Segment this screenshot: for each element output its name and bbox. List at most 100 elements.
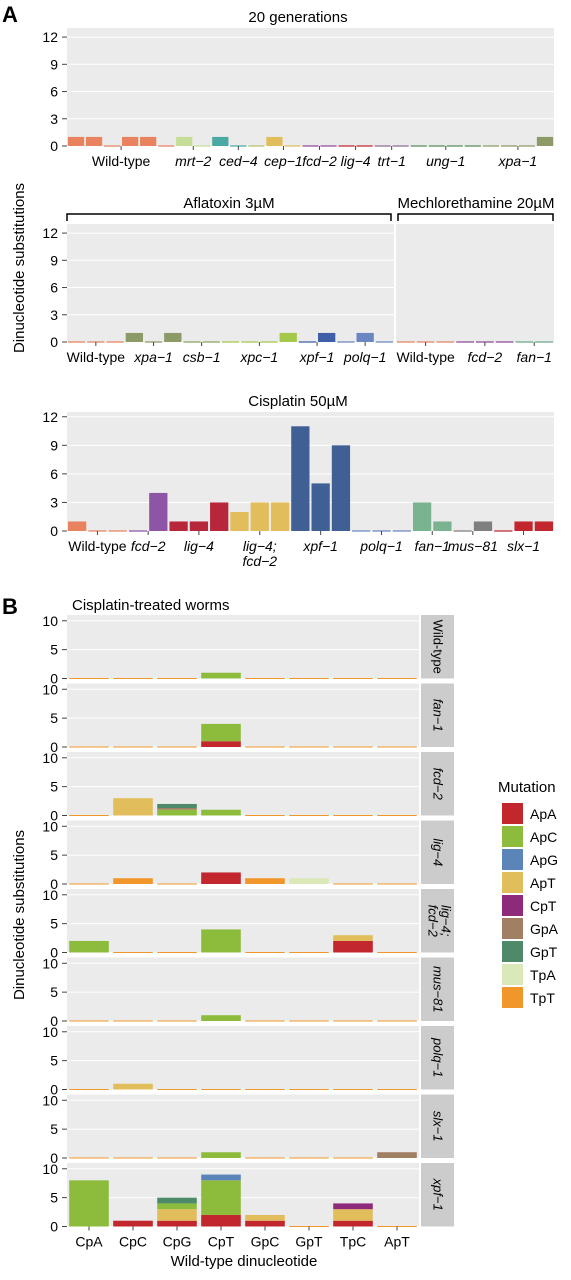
bar	[122, 136, 139, 146]
stacked-bar-segment	[201, 1180, 241, 1215]
y-tick-label: 0	[50, 945, 58, 961]
stacked-bar-segment	[113, 1083, 153, 1090]
bar	[164, 332, 182, 342]
facet-background	[67, 957, 419, 1021]
stacked-bar-segment	[157, 1209, 197, 1221]
bracket-aflatoxin	[66, 213, 392, 221]
y-tick-label: 10	[42, 1024, 58, 1040]
panel-label-b: B	[2, 594, 18, 619]
bar	[536, 136, 554, 146]
facet-label: lig−4	[431, 838, 446, 866]
y-tick-label: 6	[50, 280, 58, 296]
x-tick-label: xpf−1	[302, 538, 338, 554]
stacked-bar-segment	[333, 1220, 373, 1227]
legend-swatch	[502, 918, 523, 939]
x-tick-label: lig−4	[341, 153, 371, 169]
y-tick-label: 12	[42, 225, 58, 241]
stacked-bar-segment	[245, 878, 285, 884]
bar	[125, 332, 143, 342]
legend-swatch	[502, 826, 523, 847]
bar	[266, 136, 283, 146]
stacked-bar-segment	[157, 1197, 197, 1204]
stacked-bar-segment	[157, 1220, 197, 1227]
x-tick-label: ung−1	[426, 153, 465, 169]
stacked-bar-segment	[201, 1214, 241, 1227]
x-tick-label: trt−1	[377, 153, 405, 169]
x-axis-label-b: Wild-type dinucleotide	[171, 1253, 318, 1270]
plot-background-aflatoxin	[67, 224, 394, 342]
bar	[291, 426, 310, 531]
x-tick-label: polq−1	[343, 349, 386, 365]
bar	[514, 521, 533, 531]
bar	[534, 521, 553, 531]
facet-strip	[421, 752, 454, 816]
stacked-bar-segment	[201, 872, 241, 884]
stacked-bar-segment	[157, 1203, 197, 1210]
bar	[250, 502, 269, 531]
facet-label: fcd−2	[431, 768, 446, 801]
facet-label: mus−81	[431, 966, 446, 1013]
bar	[412, 502, 432, 531]
plot-background-generations	[67, 28, 554, 146]
stacked-bar-segment	[289, 878, 329, 884]
stacked-bar-segment	[113, 1220, 153, 1227]
legend-swatch	[502, 803, 523, 824]
x-tick-label: Wild-type	[67, 349, 126, 365]
y-tick-label: 3	[50, 111, 58, 127]
stacked-bar-segment	[69, 1180, 109, 1227]
y-tick-label: 10	[42, 887, 58, 903]
y-tick-label: 3	[50, 307, 58, 323]
x-tick-label: fcd−2	[302, 153, 337, 169]
bar	[68, 521, 87, 531]
bar	[85, 136, 103, 146]
facet-background	[67, 683, 419, 747]
x-tick-label: fan−1	[415, 538, 450, 554]
x-tick-label: Wild-type	[396, 349, 455, 365]
y-tick-label: 0	[50, 1150, 58, 1166]
stacked-bar-segment	[157, 803, 197, 808]
x-tick-label: CpG	[163, 1234, 192, 1250]
stacked-bar-segment	[69, 940, 109, 953]
y-tick-label: 9	[50, 56, 58, 72]
panel-label-a: A	[2, 2, 18, 27]
facet-label: fcd−2	[426, 905, 441, 938]
legend-label: ApA	[530, 806, 557, 822]
bar	[331, 445, 351, 531]
y-tick-label: 5	[50, 847, 58, 863]
chart-title-20-generations: 20 generations	[248, 9, 347, 26]
stacked-bar-segment	[245, 1220, 285, 1227]
stacked-bar-segment	[333, 1203, 373, 1210]
facet-label: xpf−1	[431, 1178, 446, 1211]
y-tick-label: 0	[50, 739, 58, 755]
y-tick-label: 0	[50, 671, 58, 687]
legend-label: TpA	[530, 967, 556, 983]
y-axis-label-a: Dinucleotide substitutions	[11, 183, 28, 353]
facet-strip	[421, 1026, 454, 1090]
x-tick-label: fan−1	[517, 349, 552, 365]
y-tick-label: 10	[42, 750, 58, 766]
stacked-bar-segment	[201, 929, 241, 953]
facet-strip	[421, 957, 454, 1021]
y-tick-label: 10	[42, 818, 58, 834]
y-tick-label: 5	[50, 1053, 58, 1069]
y-tick-label: 5	[50, 710, 58, 726]
legend-items: ApA ApC ApG ApT CpT GpA GpT TpA TpT	[502, 803, 559, 1008]
facet-label: polq−1	[431, 1037, 446, 1077]
x-tick-label: polq−1	[359, 538, 402, 554]
x-tick-label: GpC	[251, 1234, 280, 1250]
x-tick-label: xpa−1	[133, 349, 173, 365]
facet-strip	[421, 889, 454, 953]
x-tick-label: TpC	[340, 1234, 366, 1250]
y-tick-label: 5	[50, 984, 58, 1000]
y-tick-label: 9	[50, 252, 58, 268]
bar	[149, 492, 168, 531]
facet-background	[67, 1094, 419, 1158]
x-tick-label: csb−1	[183, 349, 221, 365]
legend-swatch	[502, 941, 523, 962]
x-tick-label: Wild-type	[92, 153, 151, 169]
stacked-bar-segment	[157, 809, 197, 816]
y-tick-label: 5	[50, 642, 58, 658]
y-tick-label: 9	[50, 437, 58, 453]
y-tick-label: 0	[50, 1219, 58, 1235]
